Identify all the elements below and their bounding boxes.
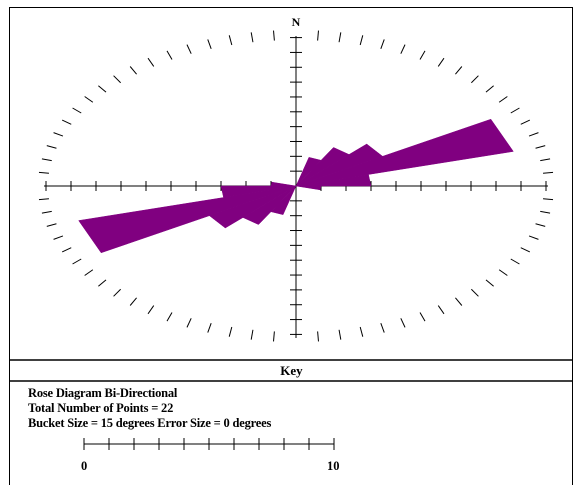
rose-petal [295, 185, 322, 191]
compass-tick [228, 35, 233, 46]
compass-tick [437, 305, 445, 315]
compass-tick [84, 269, 94, 276]
rose-petal [295, 174, 372, 187]
compass-tick [41, 158, 52, 162]
compass-tick [61, 119, 72, 125]
compass-tick [471, 75, 479, 84]
compass-tick [72, 258, 82, 265]
compass-tick [485, 279, 494, 287]
compass-tick [46, 145, 57, 149]
compass-tick [147, 305, 155, 315]
compass-tick [84, 96, 94, 103]
compass-tick [53, 235, 64, 240]
compass-tick [166, 50, 173, 60]
compass-tick [400, 44, 406, 54]
compass-tick [380, 39, 385, 49]
bucket-size-label: Bucket Size = 15 degrees Error Size = 0 … [28, 416, 272, 430]
compass-tick [540, 158, 551, 162]
rose-petal [78, 185, 297, 254]
compass-tick [338, 329, 342, 340]
key-title: Key [280, 363, 303, 378]
compass-tick [510, 258, 520, 265]
compass-tick [485, 85, 494, 93]
compass-tick [113, 75, 121, 84]
compass-tick [98, 85, 107, 93]
compass-tick [207, 39, 212, 49]
compass-tick [41, 210, 52, 214]
compass-tick [129, 66, 137, 75]
total-points-label: Total Number of Points = 22 [28, 401, 174, 415]
compass-tick [543, 198, 554, 201]
compass-tick [520, 119, 531, 125]
compass-tick [250, 32, 254, 43]
compass-tick [113, 288, 121, 297]
compass-tick [535, 223, 546, 227]
compass-tick [98, 279, 107, 287]
compass-tick [250, 329, 254, 340]
compass-tick [317, 30, 319, 41]
compass-tick [72, 107, 82, 114]
rose-petal [270, 181, 297, 187]
compass-tick [61, 247, 72, 253]
compass-tick [437, 57, 445, 67]
compass-tick [273, 30, 275, 41]
scale-min-label: 0 [81, 459, 88, 473]
compass-tick [147, 57, 155, 67]
rose-petal [295, 118, 514, 187]
compass-tick [540, 210, 551, 214]
compass-tick [535, 145, 546, 149]
compass-tick [53, 132, 64, 137]
compass-tick [273, 331, 275, 342]
compass-tick [419, 312, 426, 322]
compass-tick [38, 171, 49, 174]
compass-tick [419, 50, 426, 60]
diagram-type-label: Rose Diagram Bi-Directional [28, 386, 178, 400]
compass-tick [528, 235, 539, 240]
compass-tick [207, 323, 212, 333]
compass-tick [228, 326, 233, 337]
compass-tick [455, 66, 463, 75]
compass-tick [471, 288, 479, 297]
compass-tick [359, 35, 364, 46]
compass-tick [359, 326, 364, 337]
compass-tick [520, 247, 531, 253]
compass-tick [166, 312, 173, 322]
rose-petal [220, 185, 297, 198]
compass-tick [510, 107, 520, 114]
scale-max-label: 10 [327, 459, 340, 473]
compass-tick [186, 318, 192, 328]
compass-tick [498, 269, 508, 276]
compass-tick [455, 297, 463, 306]
compass-tick [543, 171, 554, 174]
compass-tick [129, 297, 137, 306]
compass-tick [338, 32, 342, 43]
compass-tick [380, 323, 385, 333]
compass-tick [38, 198, 49, 201]
compass-tick [400, 318, 406, 328]
chart-frame [9, 7, 573, 485]
compass-tick [317, 331, 319, 342]
compass-tick [498, 96, 508, 103]
compass-tick [186, 44, 192, 54]
compass-tick [46, 223, 57, 227]
north-label: N [292, 15, 301, 29]
compass-tick [528, 132, 539, 137]
